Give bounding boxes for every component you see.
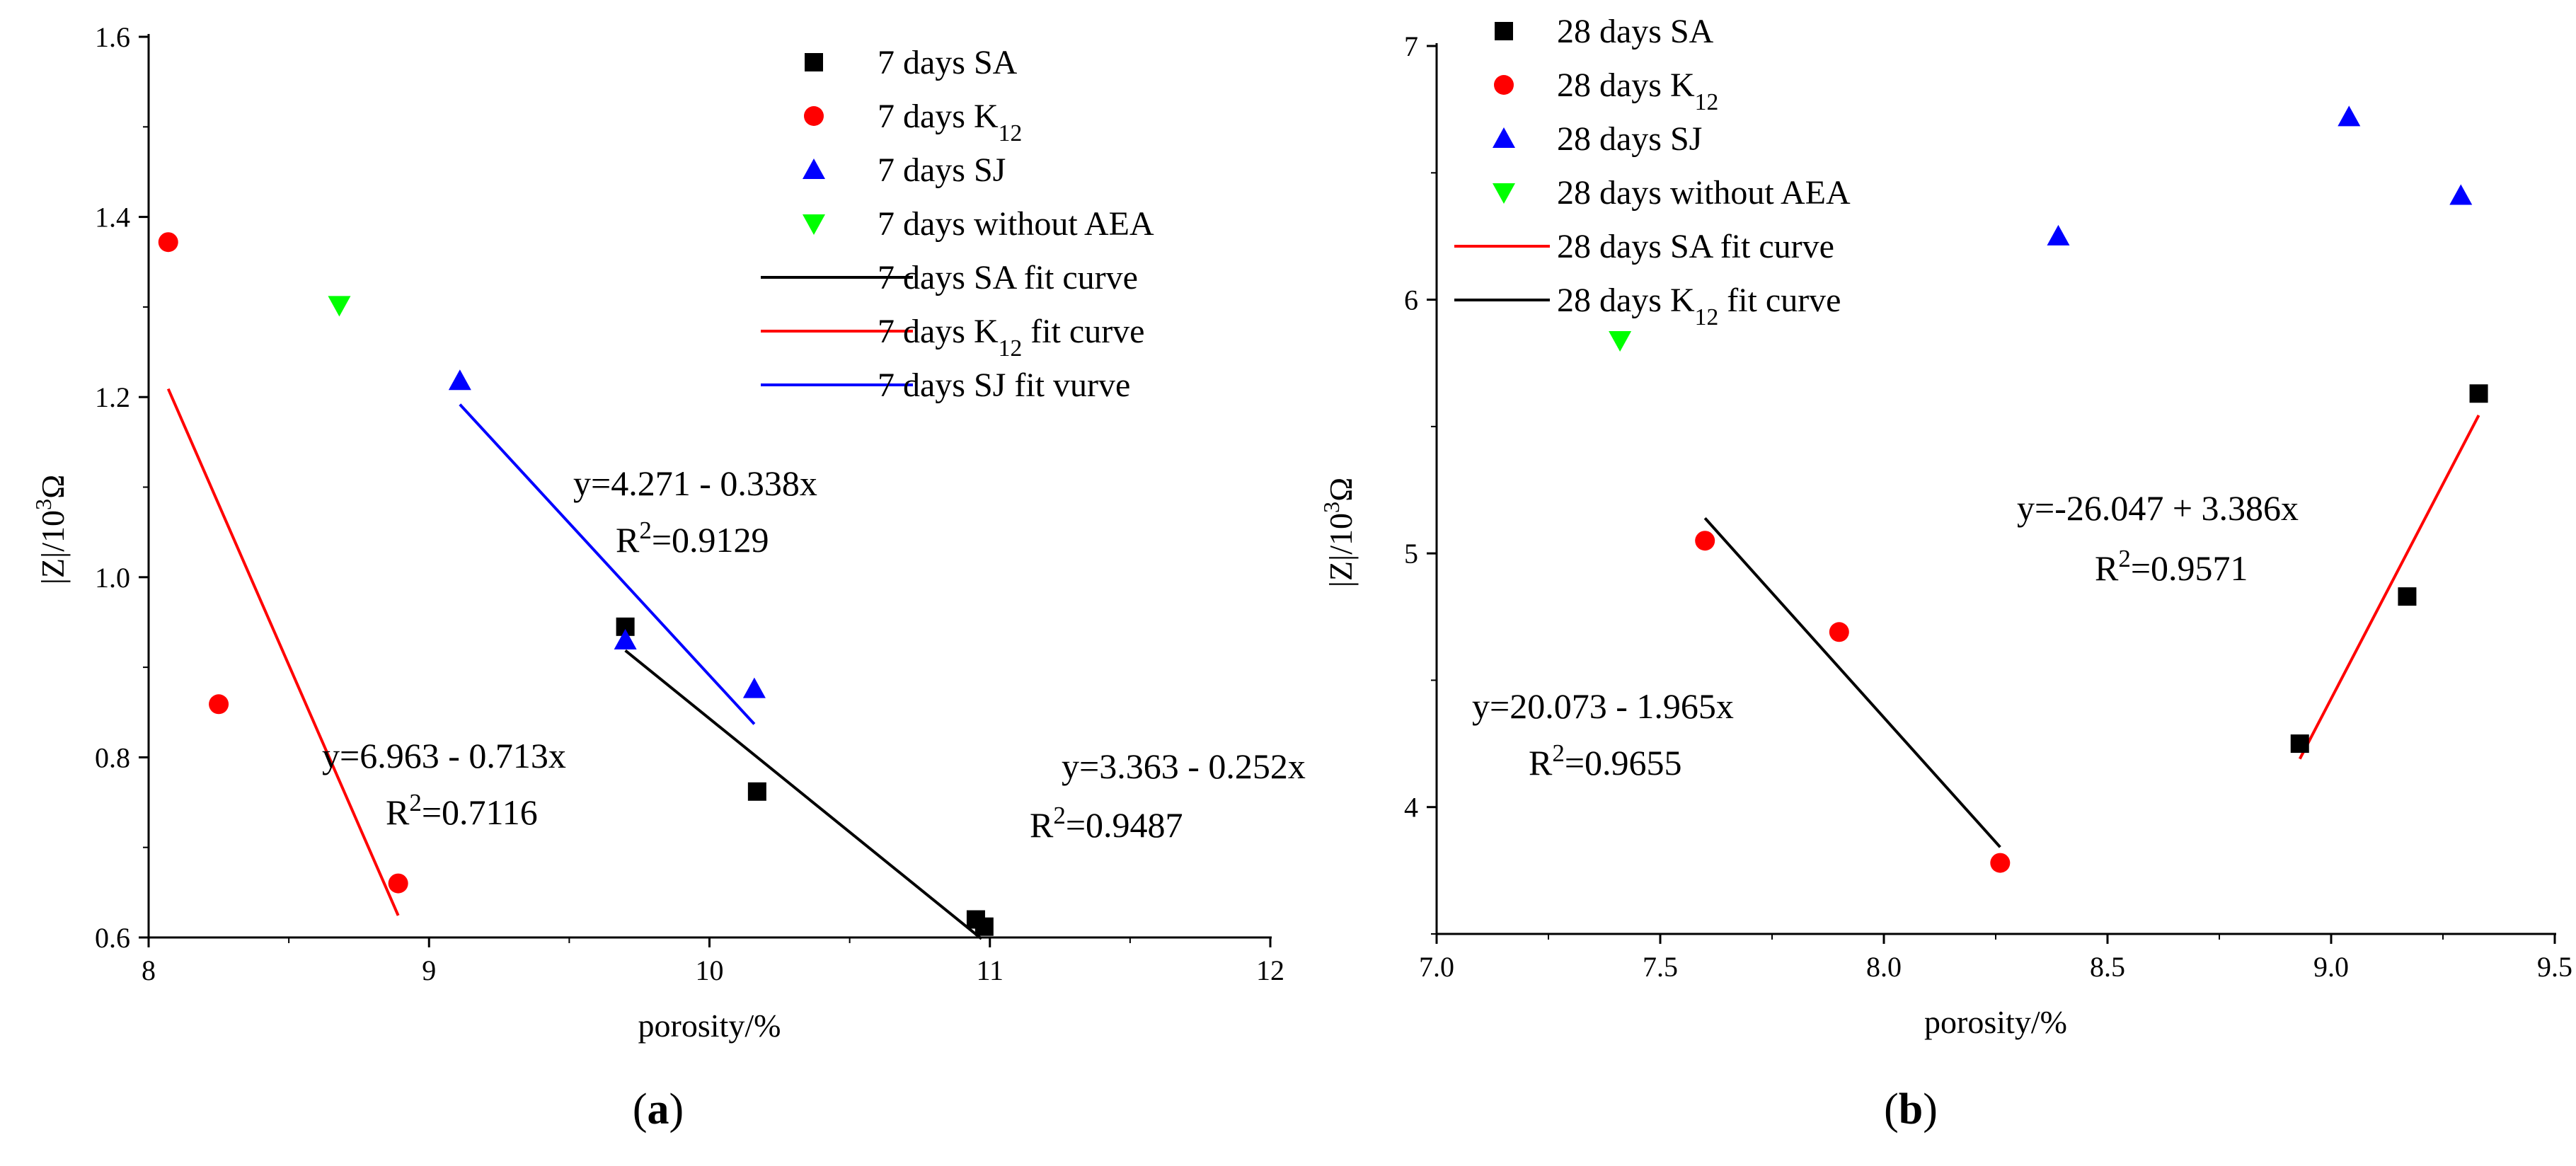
legend-label: 7 days SA bbox=[878, 44, 1018, 81]
data-point-28-days-sa bbox=[2398, 587, 2417, 606]
y-axis-title: |Z|/103Ω bbox=[1318, 478, 1359, 588]
data-point-28-days-sa bbox=[2469, 384, 2488, 403]
legend-label: 28 days SA fit curve bbox=[1557, 228, 1834, 265]
x-tick-label: 9.5 bbox=[2537, 951, 2572, 983]
data-point-28-days-without-aea bbox=[1609, 330, 1632, 352]
legend-marker bbox=[803, 214, 825, 235]
legend-label: 28 days SA bbox=[1557, 13, 1714, 50]
fit-r2: R2=0.9571 bbox=[2095, 545, 2248, 589]
panel-b: 7.0 7.5 8.0 8.5 9.0 9.5 4 5 6 7 porosity/% |Z|/103Ω… bbox=[1318, 13, 2572, 1133]
data-point-28-days-sj bbox=[2449, 184, 2473, 205]
data-point-7-days-without-aea bbox=[328, 296, 351, 317]
fit-equation: y=3.363 - 0.252x bbox=[1062, 746, 1306, 786]
fit-line-7-days-sa-fit-curve bbox=[624, 649, 983, 940]
legend-label: 7 days K12 fit curve bbox=[878, 313, 1144, 362]
y-tick-label: 0.8 bbox=[95, 741, 130, 773]
x-tick-label: 11 bbox=[976, 954, 1004, 986]
data-point-7-days-sj bbox=[614, 628, 637, 650]
fit-r2: R2=0.7116 bbox=[386, 789, 538, 833]
x-tick-label: 12 bbox=[1256, 954, 1284, 986]
data-point-7-days-k bbox=[158, 232, 178, 253]
x-tick-label: 7.5 bbox=[1643, 951, 1678, 983]
legend-marker bbox=[803, 158, 825, 179]
data-point-7-days-sa bbox=[974, 917, 994, 936]
legend-marker bbox=[804, 106, 824, 126]
y-tick-label: 4 bbox=[1404, 792, 1418, 824]
data-point-7-days-sj bbox=[742, 677, 766, 698]
data-point-28-days-sa bbox=[2290, 734, 2309, 754]
panel-a: 8 9 10 11 12 0.6 0.8 1.0 1.2 1.4 1.6 porosity/% |Z|/… bbox=[30, 21, 1306, 1133]
y-tick-label: 1.2 bbox=[95, 381, 130, 413]
data-point-28-days-k bbox=[1695, 531, 1715, 551]
data-point-28-days-k bbox=[1829, 622, 1849, 642]
data-point-7-days-sa bbox=[747, 782, 766, 801]
y-tick-label: 6 bbox=[1404, 284, 1418, 316]
fit-equation: y=-26.047 + 3.386x bbox=[2017, 488, 2299, 528]
fit-line-7-days-k-fit-curve bbox=[166, 388, 400, 916]
y-axis-title: |Z|/103Ω bbox=[30, 475, 71, 585]
data-point-7-days-k bbox=[388, 873, 408, 894]
panel-caption: (b) bbox=[1884, 1085, 1938, 1133]
legend-marker bbox=[1495, 22, 1513, 40]
panel-caption: (a) bbox=[633, 1085, 684, 1133]
data-point-7-days-k bbox=[209, 694, 229, 715]
fit-equation: y=4.271 - 0.338x bbox=[573, 463, 817, 503]
y-tick-label: 5 bbox=[1404, 538, 1418, 570]
legend-label: 28 days SJ bbox=[1557, 120, 1702, 158]
x-tick-label: 10 bbox=[696, 954, 724, 986]
legend-label: 28 days K12 fit curve bbox=[1557, 282, 1841, 330]
x-axis-title: porosity/% bbox=[638, 1008, 781, 1044]
legend: 7 days SA 7 days K12 7 days SJ 7 days witho… bbox=[761, 44, 1154, 404]
legend-label: 7 days SA fit curve bbox=[878, 259, 1138, 296]
legend-label: 7 days K12 bbox=[878, 98, 1022, 146]
data-point-28-days-sj bbox=[2338, 105, 2361, 127]
fit-equation: y=6.963 - 0.713x bbox=[322, 736, 566, 775]
y-tick-label: 1.4 bbox=[95, 202, 130, 233]
x-tick-label: 8.5 bbox=[2090, 951, 2125, 983]
x-tick-label: 8.0 bbox=[1866, 951, 1902, 983]
x-axis-title: porosity/% bbox=[1924, 1004, 2067, 1040]
fit-equation: y=20.073 - 1.965x bbox=[1472, 686, 1734, 726]
fit-line-7-days-sj-fit-vurve bbox=[459, 403, 756, 725]
x-tick-label: 9 bbox=[422, 954, 436, 986]
legend-marker bbox=[805, 53, 823, 71]
y-tick-label: 1.6 bbox=[95, 21, 130, 53]
legend-marker bbox=[1493, 183, 1515, 204]
x-tick-label: 9.0 bbox=[2313, 951, 2349, 983]
fit-r2: R2=0.9655 bbox=[1529, 739, 1682, 783]
legend-label: 7 days without AEA bbox=[878, 205, 1154, 243]
fit-line-28-days-sa-fit-curve bbox=[2298, 415, 2480, 760]
y-tick-label: 0.6 bbox=[95, 922, 130, 954]
legend-label: 28 days without AEA bbox=[1557, 174, 1851, 212]
y-tick-label: 1.0 bbox=[95, 562, 130, 594]
y-tick-label: 7 bbox=[1404, 30, 1418, 62]
legend-label: 7 days SJ fit vurve bbox=[878, 366, 1130, 404]
legend-label: 7 days SJ bbox=[878, 151, 1006, 189]
x-tick-label: 7.0 bbox=[1419, 951, 1454, 983]
data-point-28-days-sj bbox=[2047, 224, 2070, 246]
data-point-7-days-sj bbox=[448, 369, 471, 391]
fit-line-28-days-k-fit-curve bbox=[1703, 516, 2001, 848]
legend: 28 days SA 28 days K12 28 days SJ 28 days w… bbox=[1454, 13, 1851, 330]
fit-r2: R2=0.9487 bbox=[1030, 802, 1183, 845]
legend-label: 28 days K12 bbox=[1557, 67, 1718, 115]
data-point-28-days-k bbox=[1990, 853, 2011, 873]
fit-r2: R2=0.9129 bbox=[616, 516, 769, 560]
legend-marker bbox=[1494, 75, 1514, 95]
legend-marker bbox=[1493, 127, 1515, 148]
x-tick-label: 8 bbox=[142, 954, 156, 986]
